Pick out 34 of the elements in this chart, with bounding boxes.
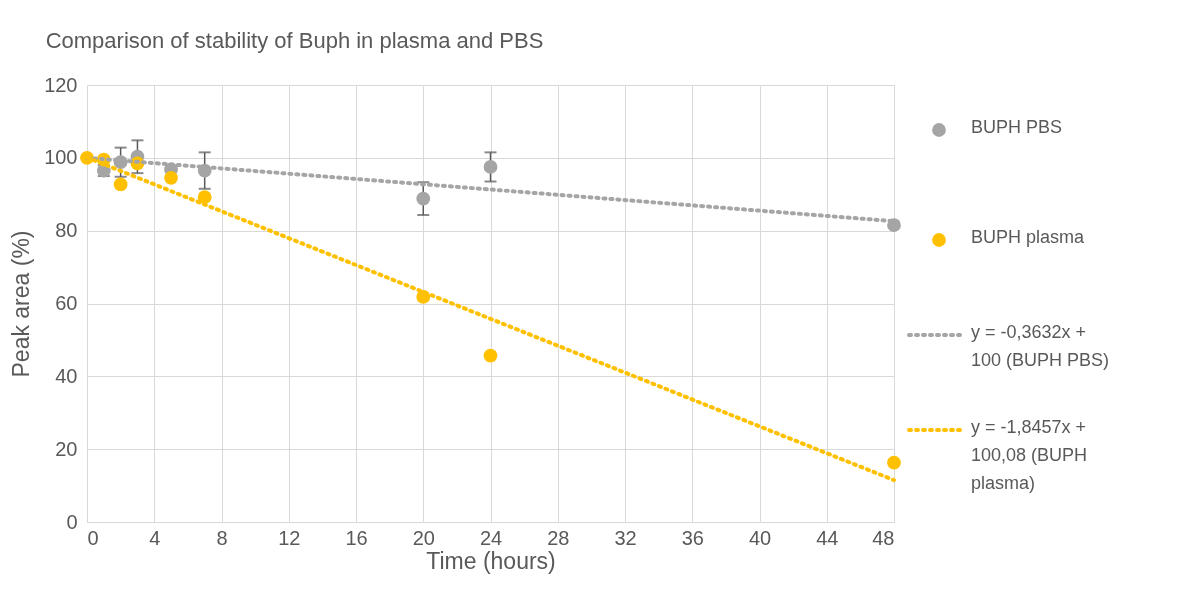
x-tick-label: 12 — [278, 526, 301, 549]
x-tick-label: 0 — [87, 526, 99, 549]
point — [113, 177, 128, 192]
x-tick-label: 28 — [547, 526, 570, 549]
point — [483, 348, 498, 363]
y-tick-label: 60 — [55, 292, 78, 314]
x-tick-label: 32 — [614, 526, 637, 549]
legend-label: y = -0,3632x + 100 (BUPH PBS) — [971, 322, 1110, 370]
chart-title: Comparison of stability of Buph in plasma and PBS — [45, 28, 544, 53]
point — [483, 160, 498, 174]
y-tick-label: 100 — [44, 146, 78, 169]
y-tick-label: 120 — [44, 73, 78, 96]
x-tick-label: 24 — [479, 526, 503, 549]
y-tick-label: 0 — [66, 510, 78, 533]
legend-label: BUPH PBS — [971, 117, 1063, 137]
x-tick-label: 8 — [216, 526, 228, 549]
y-tick-label: 80 — [55, 219, 78, 242]
y-axis-title: Peak area (%) — [8, 230, 35, 378]
x-tick-label: 16 — [345, 526, 368, 549]
point — [197, 190, 212, 205]
x-tick-label: 48 — [872, 526, 895, 549]
x-tick-label: 4 — [149, 526, 161, 549]
point — [887, 455, 901, 470]
point — [164, 170, 178, 185]
legend-label: BUPH plasma — [971, 227, 1086, 247]
x-tick-label: 36 — [681, 526, 704, 549]
point — [416, 191, 431, 206]
x-axis-title: Time (hours) — [426, 547, 556, 574]
y-tick-label: 40 — [55, 364, 78, 387]
x-tick-label: 20 — [412, 526, 435, 549]
x-tick-label: 44 — [816, 526, 839, 549]
legend-label: y = -1,8457x + 100,08 (BUPH plasma) — [971, 417, 1088, 493]
y-tick-label: 20 — [55, 437, 78, 460]
x-tick-label: 40 — [748, 526, 772, 549]
